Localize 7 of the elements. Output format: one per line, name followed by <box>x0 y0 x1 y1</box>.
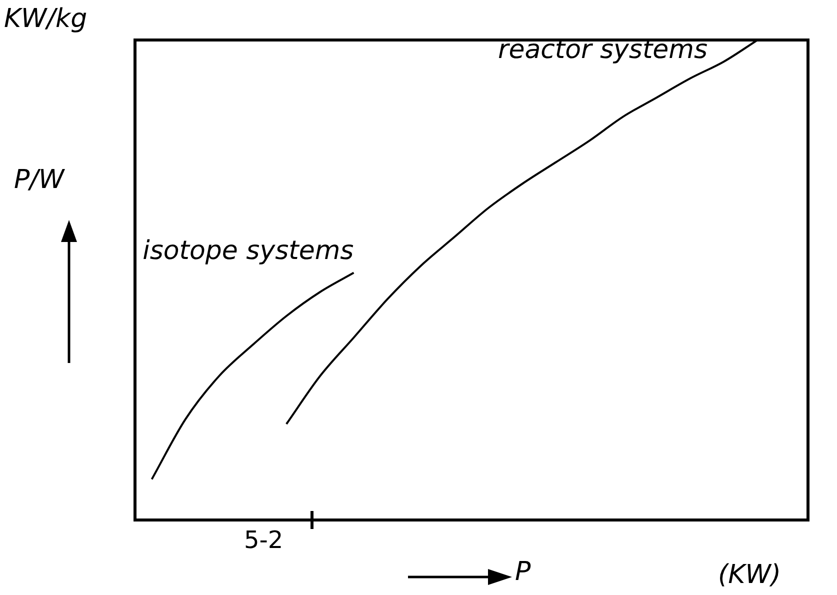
x-axis-title: P <box>515 557 531 587</box>
series-label: isotope systems <box>142 236 354 266</box>
y-axis-title: P/W <box>14 165 64 195</box>
text: (KW) <box>718 560 782 590</box>
series-label: reactor systems <box>498 35 708 65</box>
text: 5-2 <box>244 526 284 554</box>
text: KW/kg <box>4 4 88 34</box>
